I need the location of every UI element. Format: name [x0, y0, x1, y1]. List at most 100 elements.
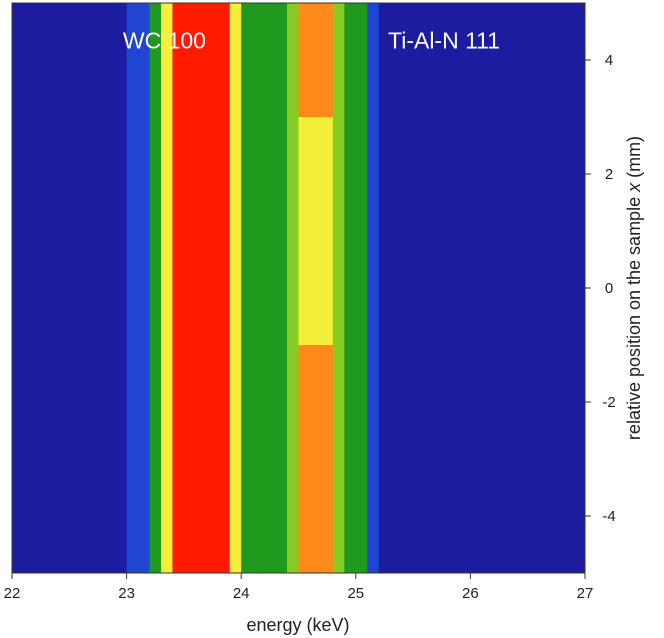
heat-cell [436, 231, 448, 346]
heat-cell [92, 459, 105, 574]
heat-cell [504, 231, 517, 346]
heat-cell [287, 231, 299, 346]
heat-cell [264, 345, 277, 460]
heat-cell [562, 231, 575, 346]
heat-cell [424, 3, 437, 118]
heat-cell [57, 345, 70, 460]
heat-cell [206, 117, 219, 232]
heat-cell [241, 459, 254, 574]
heat-cell [458, 117, 471, 232]
x-tick-label: 23 [118, 585, 135, 602]
heat-cell [470, 3, 483, 118]
heat-cell [287, 117, 299, 232]
heat-cell [298, 3, 311, 118]
heat-cell [160, 459, 173, 574]
heat-cell [401, 231, 414, 346]
y-label-unit: (mm) [624, 136, 644, 183]
heat-cell [252, 117, 265, 232]
heat-cell [195, 3, 208, 118]
heat-cell [195, 117, 208, 232]
heat-cell [516, 3, 529, 118]
heat-cell [149, 231, 162, 346]
heat-cell [562, 3, 575, 118]
y-tick-label: 0 [605, 280, 613, 297]
annotations: WC 100 Ti-Al-N 111 [123, 28, 500, 54]
heat-cell [573, 3, 586, 118]
heat-cell [160, 117, 173, 232]
heat-cell [149, 117, 162, 232]
heat-cell [275, 3, 288, 118]
heat-cell [516, 345, 529, 460]
heat-cell [493, 459, 506, 574]
heat-cell [424, 117, 437, 232]
heat-cell [401, 3, 414, 118]
y-tick-label: -2 [602, 394, 615, 411]
heat-cell [23, 3, 36, 118]
heat-cell [413, 459, 426, 574]
heat-cell [92, 3, 105, 118]
heat-cell [527, 231, 540, 346]
heat-cell [57, 117, 70, 232]
heat-cell [367, 345, 380, 460]
heat-cell [562, 117, 575, 232]
heat-cell [390, 459, 403, 574]
heat-cell [46, 231, 59, 346]
heat-cell [367, 231, 380, 346]
heat-cell [69, 3, 82, 118]
heat-cell [229, 3, 242, 118]
heat-cell [218, 117, 231, 232]
heat-cell [183, 3, 196, 118]
heat-cell [436, 117, 448, 232]
heat-cell [458, 345, 471, 460]
heat-cell [550, 117, 563, 232]
heat-cell [218, 3, 231, 118]
heat-cell [12, 459, 24, 574]
heat-cell [504, 3, 517, 118]
heat-cell [103, 459, 116, 574]
heat-cell [287, 3, 299, 118]
heat-cell [481, 3, 494, 118]
heat-cell [550, 231, 563, 346]
heat-cell [321, 231, 334, 346]
heat-cell [103, 231, 116, 346]
heat-cell [298, 345, 311, 460]
heat-cell [573, 231, 586, 346]
heat-cell [218, 231, 231, 346]
heat-cell [12, 345, 24, 460]
heat-cell [252, 231, 265, 346]
heat-cell [298, 231, 311, 346]
heat-cell [332, 3, 345, 118]
heat-cell [34, 231, 47, 346]
heat-cell [172, 345, 185, 460]
heat-cell [206, 231, 219, 346]
heat-cell [241, 3, 254, 118]
y-label-text: relative position on the sample [624, 192, 644, 440]
heat-cell [527, 345, 540, 460]
heat-cell [195, 459, 208, 574]
heat-cell [470, 117, 483, 232]
heat-cell [527, 117, 540, 232]
heat-cell [69, 231, 82, 346]
heat-cell [23, 345, 36, 460]
heat-cell [550, 459, 563, 574]
heat-cell [172, 3, 185, 118]
heat-cell [23, 231, 36, 346]
heat-cell [275, 345, 288, 460]
heat-cell [34, 3, 47, 118]
heat-cell [539, 117, 552, 232]
heat-cell [92, 345, 105, 460]
x-tick-label: 24 [233, 585, 250, 602]
heat-cell [390, 117, 403, 232]
heat-cell [46, 345, 59, 460]
heat-cell [23, 117, 36, 232]
heat-cell [493, 117, 506, 232]
heat-cell [195, 231, 208, 346]
heat-cell [447, 345, 460, 460]
heat-cell [493, 345, 506, 460]
heat-cell [275, 459, 288, 574]
x-tick-label: 26 [462, 585, 479, 602]
heat-cell [321, 117, 334, 232]
heat-cell [355, 231, 368, 346]
heat-cell [355, 3, 368, 118]
heat-cell [367, 459, 380, 574]
